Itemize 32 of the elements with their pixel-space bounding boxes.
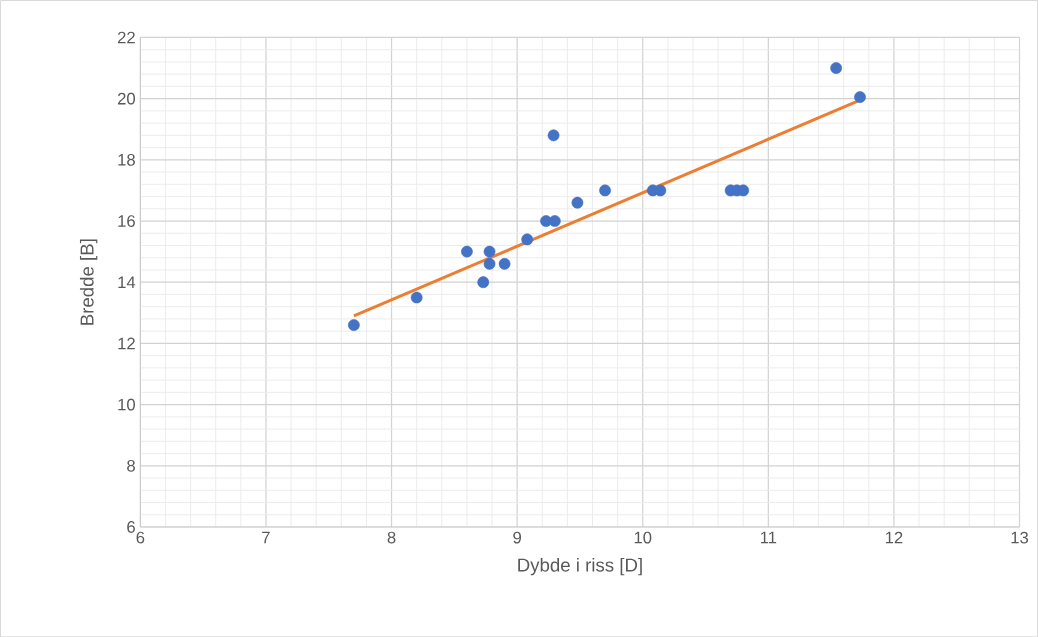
x-tick-label: 11 xyxy=(760,531,777,543)
x-axis-title: Dybde i riss [D] xyxy=(518,557,642,576)
x-tick-label: 10 xyxy=(634,531,652,544)
point xyxy=(483,257,496,270)
y-tick-label: 6 xyxy=(127,520,135,533)
y-tick-label: 16 xyxy=(118,214,135,227)
point xyxy=(521,233,534,246)
point xyxy=(498,257,511,270)
y-tick-label: 10 xyxy=(118,398,136,411)
y-tick-label: 22 xyxy=(117,31,135,44)
y-tick-label: 12 xyxy=(118,337,135,350)
point xyxy=(854,91,866,103)
x-tick-label: 13 xyxy=(1011,531,1029,544)
point xyxy=(410,291,423,304)
y-tick-label: 18 xyxy=(118,153,135,166)
y-axis-title: Bredde [B] xyxy=(79,239,98,325)
point xyxy=(599,184,611,197)
x-tick-label: 7 xyxy=(262,531,270,543)
point xyxy=(571,196,584,209)
y-tick-label: 8 xyxy=(127,459,135,472)
point xyxy=(477,276,490,288)
point xyxy=(348,319,360,331)
x-tick-label: 9 xyxy=(513,531,521,544)
x-tick-label: 8 xyxy=(387,531,396,544)
point xyxy=(461,245,473,258)
point xyxy=(830,62,843,74)
x-tick-label: 6 xyxy=(136,531,145,544)
point xyxy=(483,245,496,258)
y-tick-label: 14 xyxy=(118,276,136,288)
y-tick-label: 20 xyxy=(117,92,136,105)
x-tick-label: 12 xyxy=(885,531,903,544)
point xyxy=(547,129,560,142)
